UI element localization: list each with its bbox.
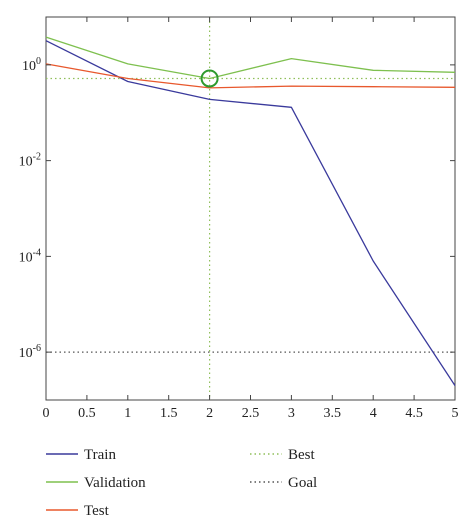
y-axis: 100 10-2 10-4 10-6 [19, 56, 455, 361]
legend-label-test: Test [84, 503, 110, 519]
x-tick-label: 4 [370, 406, 377, 421]
x-tick-label: 2.5 [242, 406, 260, 421]
legend: Train Validation Test Best Goal [46, 447, 317, 519]
x-tick-label: 0.5 [78, 406, 96, 421]
x-tick-label: 3 [288, 406, 295, 421]
plot-area [45, 16, 456, 401]
x-tick-label: 1.5 [160, 406, 178, 421]
legend-label-best: Best [288, 447, 316, 463]
x-tick-label: 5 [452, 406, 459, 421]
x-tick-label: 2 [206, 406, 213, 421]
series-line-train [45, 40, 456, 386]
reference-lines [46, 17, 455, 400]
y-tick-label: 100 [22, 56, 41, 74]
series-line-validation [45, 36, 456, 80]
series-lines [45, 36, 456, 386]
best-marker-group [200, 69, 219, 88]
y-tick-label: 10-4 [19, 247, 41, 265]
y-tick-label: 10-2 [19, 152, 41, 170]
series-line-test [45, 63, 456, 89]
legend-label-train: Train [84, 447, 116, 463]
y-tick-label: 10-6 [19, 343, 41, 361]
legend-label-goal: Goal [288, 475, 317, 491]
x-axis: 0 0.5 1 1.5 2 2.5 3 3.5 4 4.5 5 [43, 17, 459, 421]
x-tick-label: 3.5 [324, 406, 342, 421]
legend-label-validation: Validation [84, 475, 146, 491]
x-tick-label: 4.5 [405, 406, 423, 421]
x-tick-label: 1 [124, 406, 131, 421]
x-tick-label: 0 [43, 406, 50, 421]
best-marker [200, 69, 219, 88]
